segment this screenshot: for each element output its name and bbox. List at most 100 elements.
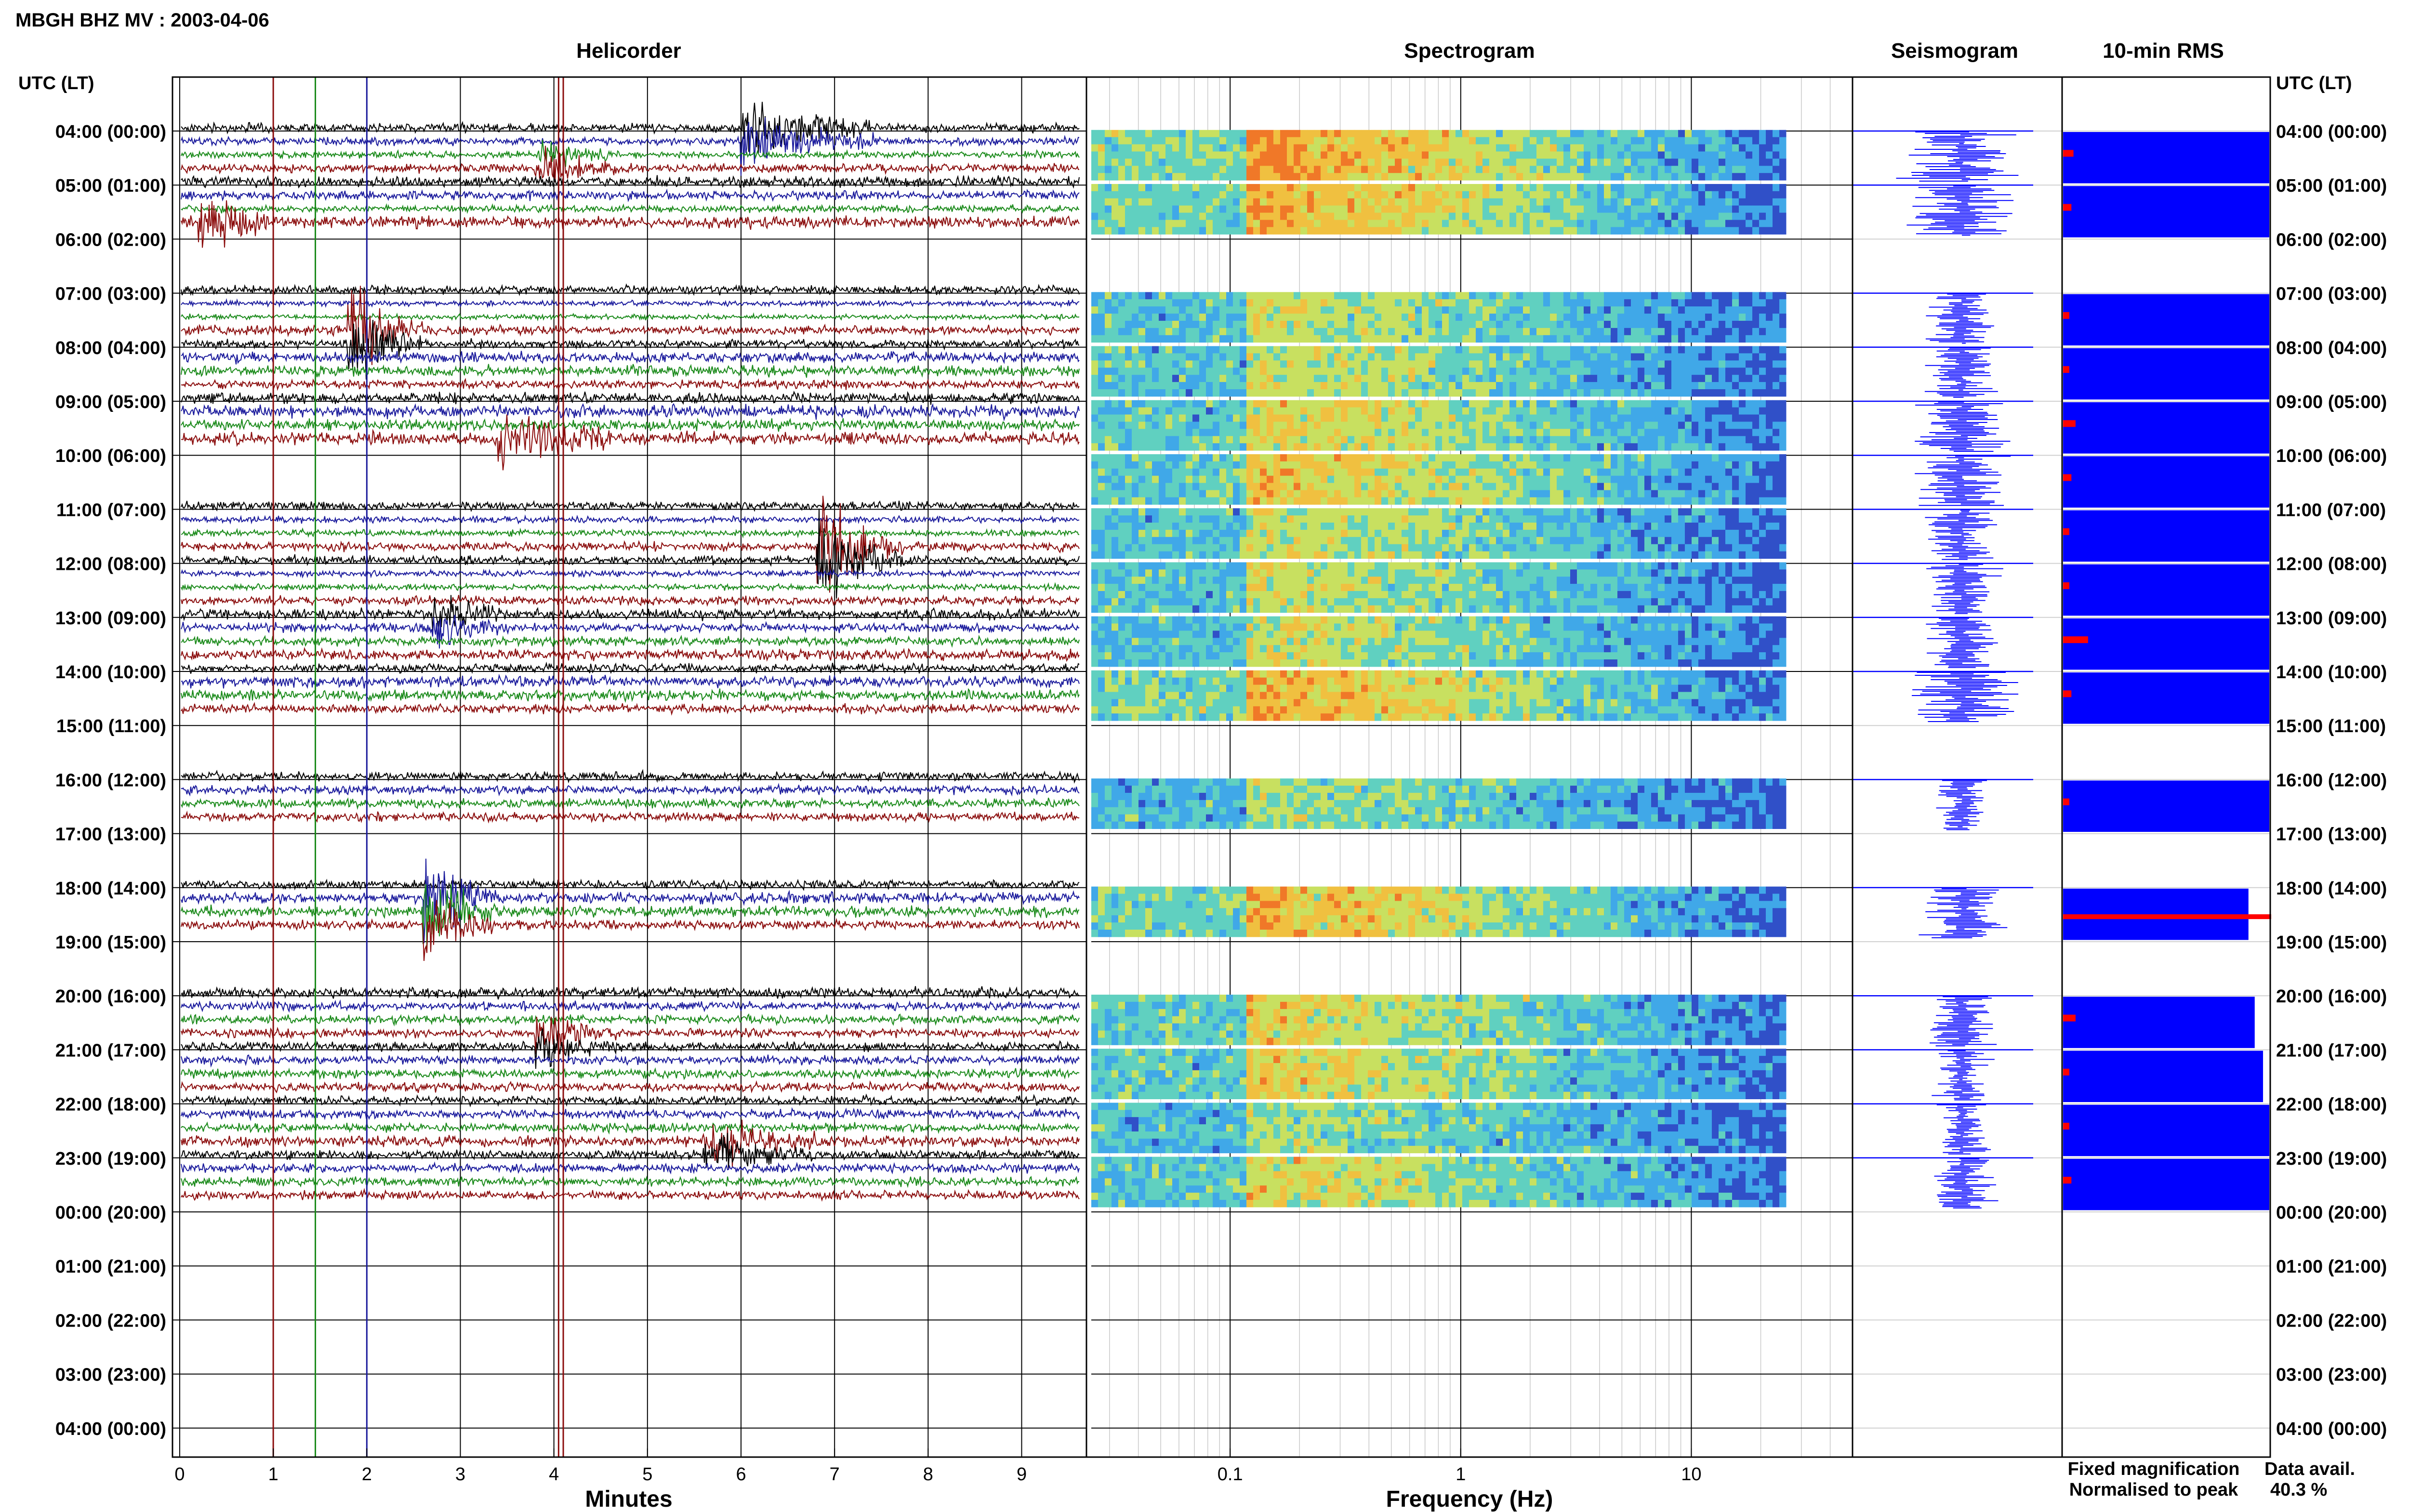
spectrogram-cell	[1442, 429, 1449, 436]
spectrogram-cell	[1138, 475, 1146, 484]
spectrogram-cell	[1752, 483, 1760, 490]
spectrogram-cell	[1240, 184, 1247, 192]
helicorder-trace	[181, 673, 1080, 689]
spectrogram-cell	[1482, 529, 1490, 538]
spectrogram-cell	[1644, 529, 1652, 538]
spectrogram-cell	[1233, 299, 1240, 307]
spectrogram-cell	[1773, 306, 1780, 314]
spectrogram-cell	[1779, 158, 1787, 166]
spectrogram-cell	[1671, 414, 1679, 422]
spectrogram-cell	[1712, 461, 1719, 469]
spectrogram-cell	[1402, 292, 1409, 300]
spectrogram-cell	[1368, 220, 1375, 227]
spectrogram-cell	[1375, 353, 1382, 361]
spectrogram-cell	[1658, 191, 1665, 199]
spectrogram-cell	[1536, 529, 1544, 538]
spectrogram-cell	[1186, 497, 1193, 505]
spectrogram-cell	[1611, 443, 1618, 451]
spectrogram-cell	[1361, 414, 1368, 422]
spectrogram-cell	[1165, 368, 1173, 375]
spectrogram-cell	[1469, 158, 1476, 166]
spectrogram-cell	[1739, 173, 1746, 181]
spectrogram-cell	[1280, 529, 1287, 538]
helicorder-trace	[181, 1054, 1080, 1068]
spectrogram-cell	[1456, 353, 1463, 361]
spectrogram-cell	[1233, 421, 1240, 429]
hour-label: 18:00 (14:00)	[2276, 879, 2387, 899]
spectrogram-cell	[1563, 328, 1571, 336]
spectrogram-cell	[1179, 414, 1186, 422]
spectrogram-cell	[1354, 137, 1362, 145]
spectrogram-cell	[1233, 137, 1240, 145]
spectrogram-cell	[1307, 468, 1314, 476]
spectrogram-cell	[1240, 205, 1247, 213]
spectrogram-cell	[1671, 130, 1679, 138]
spectrogram-cell	[1739, 522, 1746, 530]
spectrogram-cell	[1159, 137, 1166, 145]
spectrogram-cell	[1644, 212, 1652, 220]
spectrogram-cell	[1341, 184, 1348, 192]
spectrogram-cell	[1435, 429, 1443, 436]
spectrogram-cell	[1685, 360, 1692, 368]
spectrogram-cell	[1719, 166, 1726, 173]
spectrogram-cell	[1260, 475, 1267, 484]
spectrogram-cell	[1624, 299, 1631, 307]
spectrogram-cell	[1138, 130, 1146, 138]
spectrogram-cell	[1226, 320, 1233, 329]
spectrogram-cell	[1415, 429, 1422, 436]
hour-label: 17:00 (13:00)	[55, 825, 166, 845]
spectrogram-cell	[1091, 130, 1099, 138]
spectrogram-cell	[1476, 461, 1483, 469]
spectrogram-cell	[1476, 166, 1483, 173]
spectrogram-cell	[1746, 144, 1753, 152]
helicorder-trace	[181, 188, 1080, 202]
spectrogram-cell	[1712, 490, 1719, 498]
spectrogram-cell	[1678, 314, 1685, 321]
spectrogram-cell	[1125, 515, 1132, 523]
spectrogram-cell	[1577, 475, 1584, 484]
spectrogram-cell	[1206, 497, 1213, 505]
spectrogram-cell	[1125, 454, 1132, 462]
spectrogram-cell	[1671, 299, 1679, 307]
spectrogram-cell	[1388, 461, 1395, 469]
spectrogram-cell	[1536, 205, 1544, 213]
spectrogram-cell	[1233, 490, 1240, 498]
spectrogram-cell	[1489, 292, 1496, 300]
spectrogram-cell	[1577, 429, 1584, 436]
spectrogram-cell	[1489, 483, 1496, 490]
spectrogram-cell	[1125, 227, 1132, 235]
spectrogram-cell	[1192, 292, 1200, 300]
spectrogram-cell	[1408, 173, 1416, 181]
spectrogram-cell	[1341, 198, 1348, 206]
spectrogram-cell	[1530, 468, 1537, 476]
spectrogram-cell	[1152, 522, 1159, 530]
spectrogram-cell	[1773, 151, 1780, 159]
spectrogram-cell	[1152, 198, 1159, 206]
spectrogram-cell	[1773, 130, 1780, 138]
spectrogram-cell	[1368, 421, 1375, 429]
spectrogram-cell	[1334, 227, 1341, 235]
spectrogram-cell	[1509, 227, 1517, 235]
spectrogram-cell	[1557, 360, 1564, 368]
spectrogram-cell	[1725, 158, 1733, 166]
spectrogram-cell	[1617, 407, 1625, 415]
spectrogram-cell	[1496, 368, 1503, 375]
spectrogram-cell	[1165, 461, 1173, 469]
spectrogram-cell	[1159, 353, 1166, 361]
spectrogram-cell	[1584, 522, 1591, 530]
spectrogram-cell	[1435, 490, 1443, 498]
spectrogram-cell	[1368, 205, 1375, 213]
spectrogram-cell	[1273, 375, 1281, 382]
spectrogram-cell	[1712, 335, 1719, 343]
spectrogram-cell	[1577, 497, 1584, 505]
spectrogram-cell	[1098, 382, 1105, 390]
spectrogram-cell	[1179, 212, 1186, 220]
spectrogram-cell	[1294, 508, 1301, 516]
spectrogram-cell	[1429, 184, 1436, 192]
spectrogram-cell	[1523, 382, 1530, 390]
spectrogram-cell	[1186, 166, 1193, 173]
spectrogram-cell	[1536, 299, 1544, 307]
spectrogram-cell	[1456, 151, 1463, 159]
spectrogram-cell	[1192, 328, 1200, 336]
